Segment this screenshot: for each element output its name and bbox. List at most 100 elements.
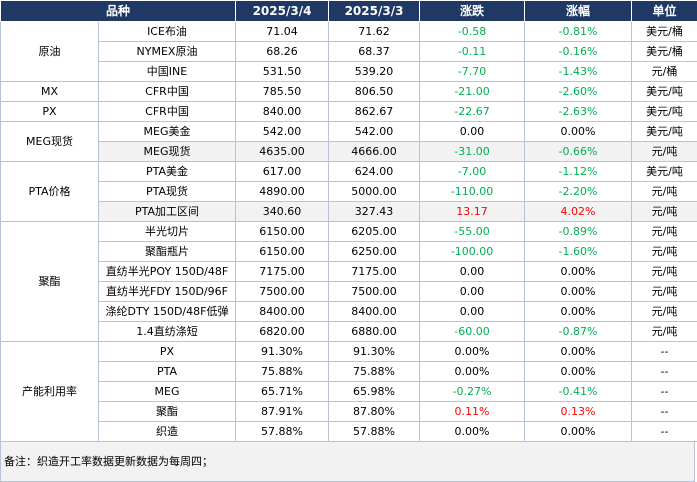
table-row: 织造 57.88% 57.88% 0.00% 0.00% -- [1,421,697,442]
value-date-1: 6150.00 [235,221,330,242]
change-value: -7.00 [419,161,526,182]
unit-cell: 元/吨 [631,141,697,162]
value-date-2: 68.37 [328,41,421,62]
table-row: 聚酯 87.91% 87.80% 0.11% 0.13% -- [1,401,697,422]
change-value: 0.11% [419,401,526,422]
value-date-1: 65.71% [235,381,330,402]
col-header-variety: 品种 [0,0,237,22]
unit-cell: 美元/桶 [631,21,697,42]
change-pct: 0.00% [524,301,633,322]
indicator-name: NYMEX原油 [97,41,237,62]
table-row: PTA加工区间 340.60 327.43 13.17 4.02% 元/吨 [1,201,697,222]
value-date-1: 340.60 [235,201,330,222]
table-row: PX CFR中国 840.00 862.67 -22.67 -2.63% 美元/吨 [0,101,697,122]
indicator-name: PTA加工区间 [97,201,237,222]
unit-cell: 美元/吨 [631,161,697,182]
table-body: 原油 ICE布油 71.04 71.62 -0.58 -0.81% 美元/桶 NYMEX原油 6… [0,21,697,442]
indicator-name: PTA美金 [97,161,237,182]
value-date-2: 5000.00 [328,181,421,202]
group-label: MX [0,81,99,102]
change-pct: -1.12% [524,161,633,182]
change-value: -22.67 [419,101,526,122]
value-date-1: 542.00 [235,121,330,142]
change-value: -60.00 [419,321,526,342]
value-date-2: 7500.00 [328,281,421,302]
value-date-2: 57.88% [328,421,421,442]
change-value: 0.00 [419,121,526,142]
group-label: PTA价格 [0,161,99,222]
unit-cell: 元/吨 [631,281,697,302]
table-row: PTA现货 4890.00 5000.00 -110.00 -2.20% 元/吨 [1,181,697,202]
value-date-1: 87.91% [235,401,330,422]
change-value: 0.00% [419,421,526,442]
table-row: 聚酯瓶片 6150.00 6250.00 -100.00 -1.60% 元/吨 [1,241,697,262]
value-date-2: 624.00 [328,161,421,182]
indicator-name: ICE布油 [97,21,237,42]
change-value: 13.17 [419,201,526,222]
value-date-1: 91.30% [235,341,330,362]
indicator-name: 聚酯 [97,401,237,422]
table-row: MEG现货 4635.00 4666.00 -31.00 -0.66% 元/吨 [1,141,697,162]
value-date-2: 539.20 [328,61,421,82]
indicator-name: PTA [97,361,237,382]
value-date-1: 6820.00 [235,321,330,342]
change-pct: -0.16% [524,41,633,62]
table-row: 产能利用率 PX 91.30% 91.30% 0.00% 0.00% -- [0,341,697,442]
unit-cell: -- [631,361,697,382]
value-date-2: 6880.00 [328,321,421,342]
value-date-1: 57.88% [235,421,330,442]
table-row: 原油 ICE布油 71.04 71.62 -0.58 -0.81% 美元/桶 [0,21,697,82]
change-value: -31.00 [419,141,526,162]
change-value: 0.00% [419,341,526,362]
unit-cell: 美元/吨 [631,121,697,142]
table-row: 1.4直纺涤短 6820.00 6880.00 -60.00 -0.87% 元/吨 [1,321,697,342]
change-value: -55.00 [419,221,526,242]
value-date-1: 785.50 [235,81,330,102]
unit-cell: 美元/吨 [631,81,697,102]
table-row: PTA 75.88% 75.88% 0.00% 0.00% -- [1,361,697,382]
table-row: 直纺半光FDY 150D/96F 7500.00 7500.00 0.00 0.00% 元… [1,281,697,302]
group-label: 产能利用率 [0,341,99,442]
unit-cell: 元/吨 [631,201,697,222]
value-date-1: 4635.00 [235,141,330,162]
unit-cell: 元/吨 [631,261,697,282]
group-label: MEG现货 [0,121,99,162]
change-value: 0.00% [419,361,526,382]
unit-cell: -- [631,401,697,422]
change-pct: -0.81% [524,21,633,42]
change-pct: 0.00% [524,121,633,142]
change-pct: 0.00% [524,261,633,282]
indicator-name: MEG现货 [97,141,237,162]
change-pct: -0.41% [524,381,633,402]
change-value: 0.00 [419,281,526,302]
unit-cell: 元/吨 [631,241,697,262]
change-pct: -0.87% [524,321,633,342]
table-row: MEG 65.71% 65.98% -0.27% -0.41% -- [1,381,697,402]
value-date-1: 840.00 [235,101,330,122]
unit-cell: 元/吨 [631,181,697,202]
indicator-name: 直纺半光FDY 150D/96F [97,281,237,302]
value-date-2: 7175.00 [328,261,421,282]
change-value: -0.11 [419,41,526,62]
change-pct: -1.60% [524,241,633,262]
unit-cell: -- [631,381,697,402]
value-date-2: 91.30% [328,341,421,362]
unit-cell: 元/吨 [631,301,697,322]
indicator-name: MEG [97,381,237,402]
value-date-2: 75.88% [328,361,421,382]
table-row: 聚酯 半光切片 6150.00 6205.00 -55.00 -0.89% 元/吨 [0,221,697,342]
value-date-1: 617.00 [235,161,330,182]
col-header-date-2: 2025/3/3 [328,0,421,22]
change-pct: -2.20% [524,181,633,202]
value-date-1: 8400.00 [235,301,330,322]
unit-cell: -- [631,421,697,442]
indicator-name: 织造 [97,421,237,442]
col-header-unit: 单位 [631,0,697,22]
change-value: -7.70 [419,61,526,82]
indicator-name: 半光切片 [97,221,237,242]
change-pct: 0.00% [524,281,633,302]
header-row: 品种 2025/3/4 2025/3/3 涨跌 涨幅 单位 [0,0,697,22]
value-date-2: 87.80% [328,401,421,422]
unit-cell: 元/吨 [631,321,697,342]
unit-cell: 元/桶 [631,61,697,82]
